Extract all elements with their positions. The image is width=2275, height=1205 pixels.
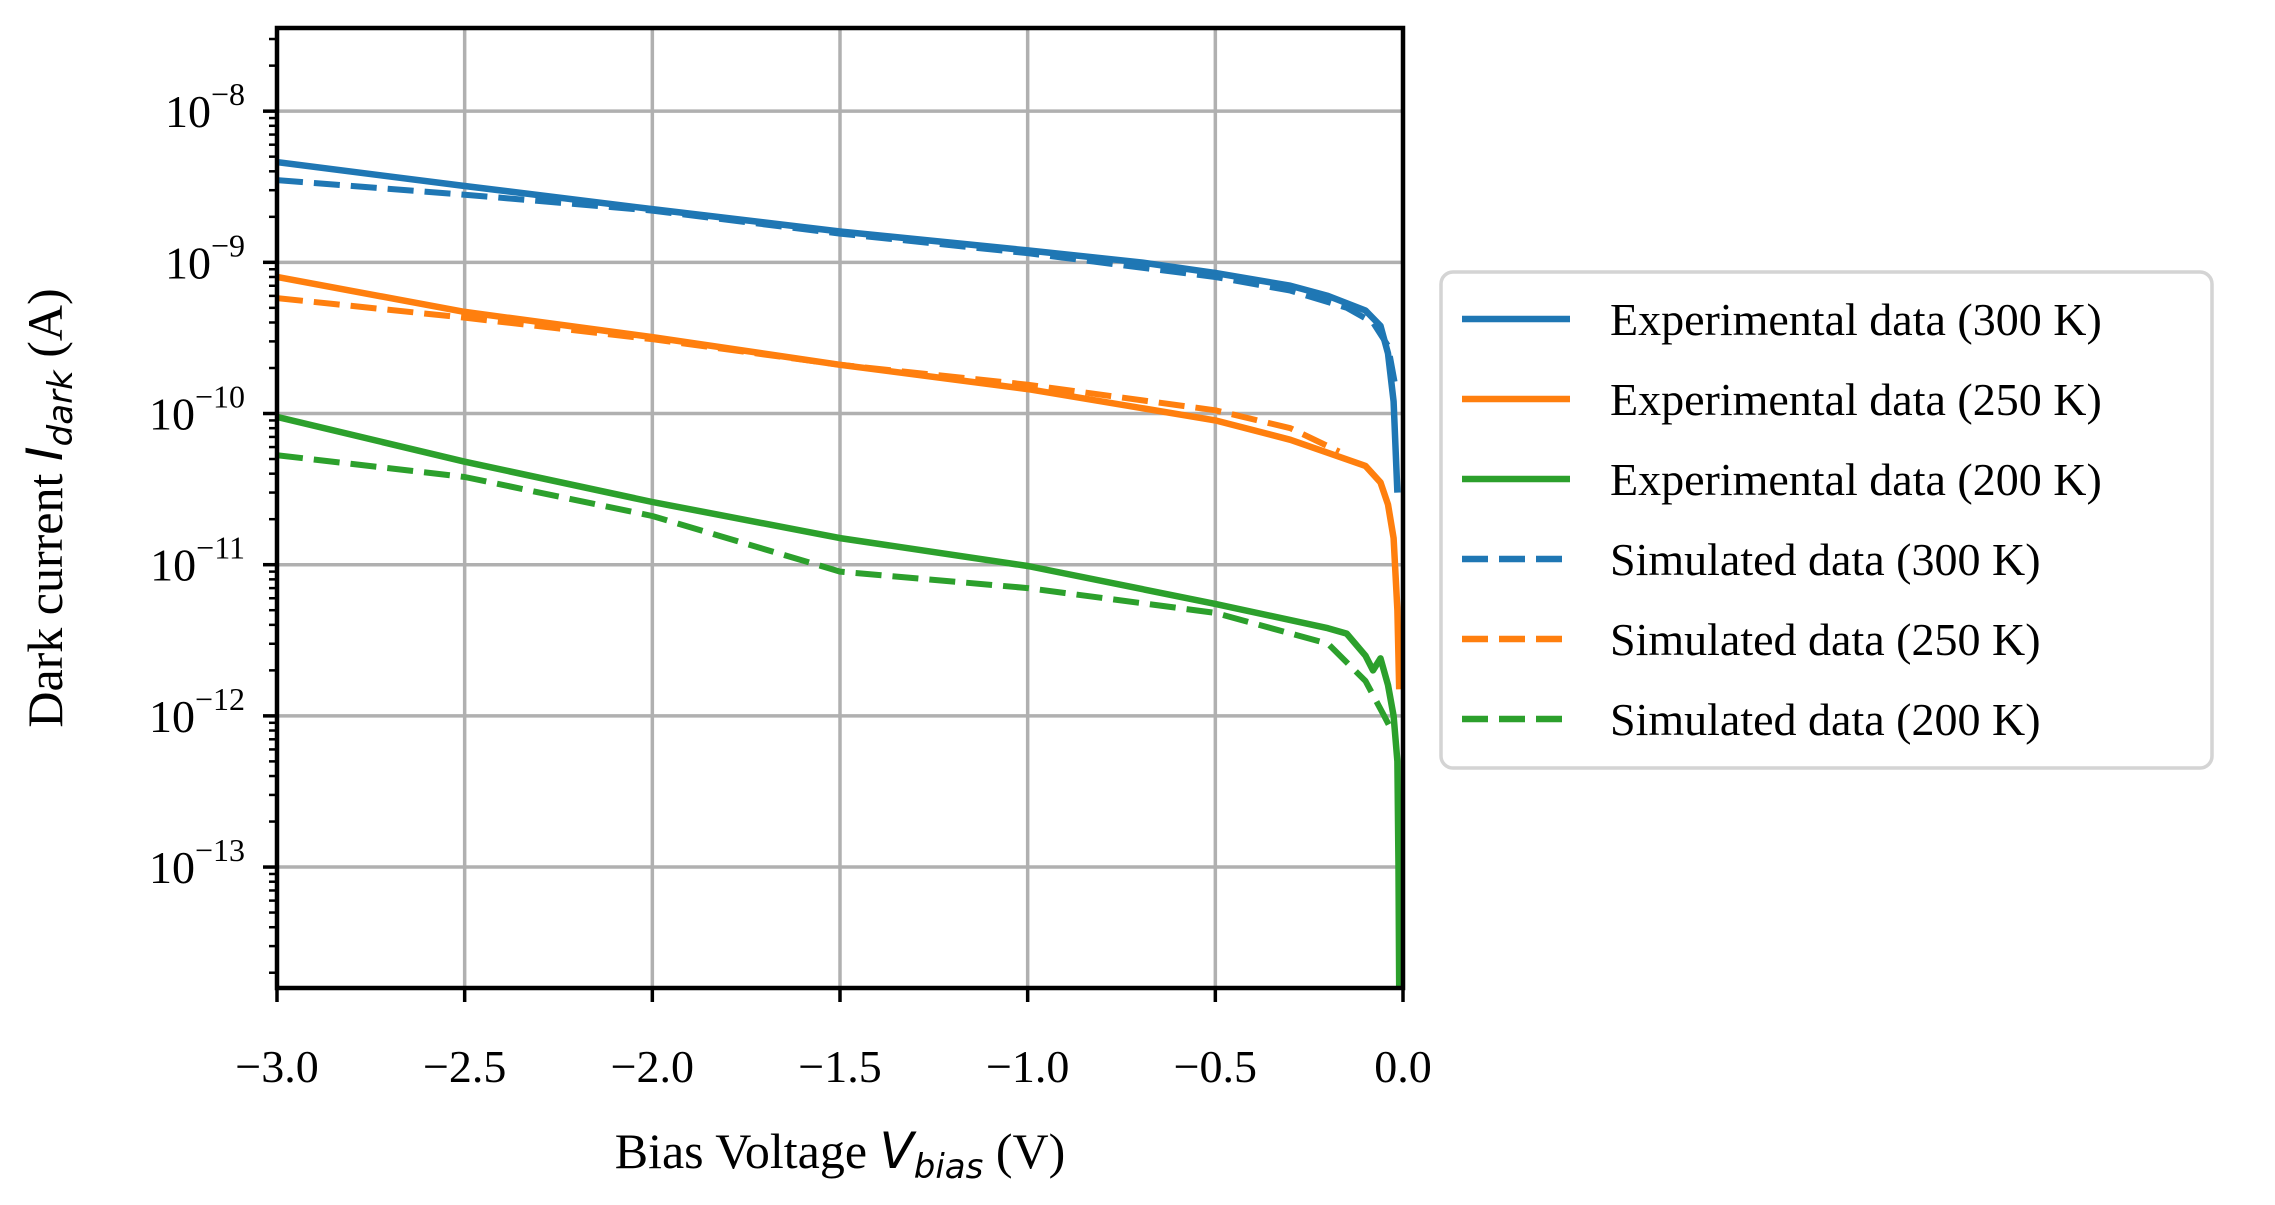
x-axis-title-symbol: V <box>880 1122 918 1180</box>
x-tick-label: −1.5 <box>798 1041 881 1092</box>
legend-label: Experimental data (200 K) <box>1610 454 2102 505</box>
series-line <box>277 413 1403 988</box>
y-tick-label: 10−8 <box>165 76 245 137</box>
y-tick-label: 10−10 <box>149 379 245 440</box>
legend-label: Simulated data (300 K) <box>1610 534 2041 585</box>
legend: Experimental data (300 K) Experimental da… <box>1439 270 2214 770</box>
y-axis-title-symbol: I <box>16 446 74 461</box>
series-line <box>277 158 1401 493</box>
x-tick-label: −3.0 <box>235 1041 318 1092</box>
grid-lines <box>275 28 1405 988</box>
legend-label: Simulated data (250 K) <box>1610 614 2041 665</box>
x-tick-label: −0.5 <box>1174 1041 1257 1092</box>
legend-label: Simulated data (200 K) <box>1610 694 2041 745</box>
y-axis-title-subscript: dark <box>41 369 81 446</box>
y-axis-title-suffix: (A) <box>17 288 73 370</box>
legend-entries: Experimental data (300 K) Experimental da… <box>1462 294 2102 745</box>
x-tick-label: −2.5 <box>423 1041 506 1092</box>
legend-box <box>1439 270 2214 770</box>
y-tick-label: 10−9 <box>165 227 245 288</box>
series-line <box>277 295 1341 455</box>
series-line <box>277 177 1399 388</box>
y-axis-title: Dark current Idark (A) <box>16 288 81 727</box>
x-axis-title-prefix: Bias Voltage <box>615 1123 880 1179</box>
x-tick-label: −1.0 <box>986 1041 1069 1092</box>
x-axis-title-suffix: (V) <box>983 1123 1065 1179</box>
series-group <box>277 158 1403 988</box>
x-axis-title-subscript: bias <box>914 1147 984 1187</box>
y-tick-label: 10−12 <box>149 681 245 742</box>
series-line <box>277 452 1395 732</box>
x-axis-title: Bias Voltage Vbias (V) <box>615 1122 1066 1187</box>
y-tick-label: 10−13 <box>149 832 245 893</box>
y-axis-title-prefix: Dark current <box>17 461 73 728</box>
y-tick-label: 10−11 <box>150 530 245 591</box>
axis-ticks: −3.0 −2.5 −2.0 −1.5 −1.0 −0.5 0.0 10−8 10−9 10−10… <box>149 37 1432 1092</box>
series-line <box>277 273 1403 690</box>
x-tick-label: 0.0 <box>1374 1041 1432 1092</box>
x-tick-label: −2.0 <box>611 1041 694 1092</box>
legend-label: Experimental data (250 K) <box>1610 374 2102 425</box>
legend-label: Experimental data (300 K) <box>1610 294 2102 345</box>
